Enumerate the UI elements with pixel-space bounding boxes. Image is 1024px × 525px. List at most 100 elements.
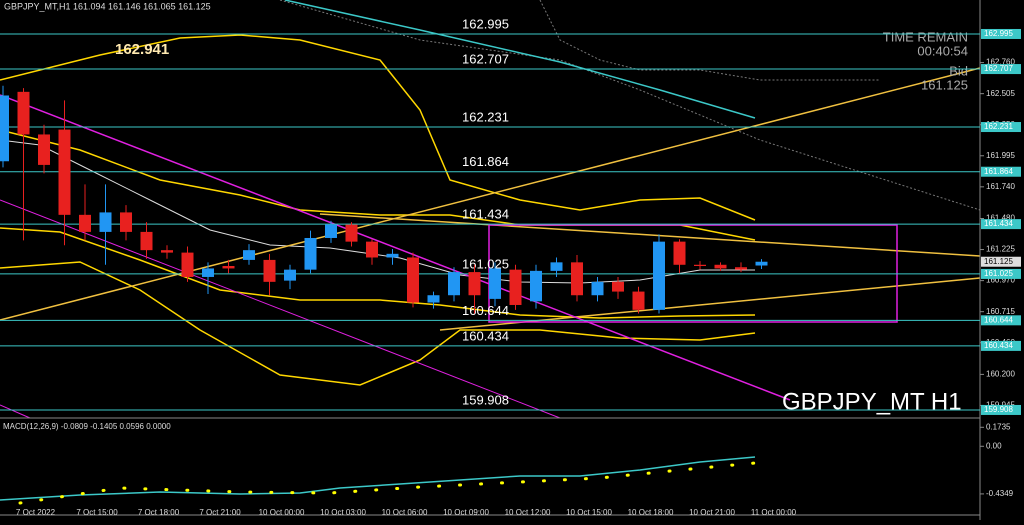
- candle-body: [140, 231, 153, 251]
- candle-body: [755, 261, 768, 266]
- x-tick-label: 7 Oct 21:00: [199, 508, 241, 517]
- y-tick-label: 160.715: [986, 307, 1015, 316]
- candle-body: [366, 241, 378, 258]
- level-tag-label: 161.025: [984, 269, 1013, 278]
- level-tag-label: 162.707: [984, 64, 1013, 73]
- candle-body: [0, 95, 9, 162]
- channel-line: [0, 94, 791, 401]
- candle-body: [120, 212, 132, 232]
- candle-body: [468, 272, 481, 296]
- bid-tag: [981, 256, 1021, 267]
- candle-body: [550, 262, 563, 271]
- moving-average-fast: [0, 139, 755, 284]
- candle-body: [653, 241, 665, 310]
- trendline: [0, 67, 981, 321]
- band-upper: [0, 34, 756, 221]
- y-tick-label: 162.505: [986, 89, 1015, 98]
- time-remain-label: TIME REMAIN: [883, 29, 968, 44]
- candle-body: [161, 250, 173, 253]
- x-tick-label: 10 Oct 00:00: [259, 508, 305, 517]
- level-tag: [981, 340, 1021, 351]
- level-label: 162.231: [462, 109, 509, 124]
- candle-body: [79, 214, 91, 232]
- cloud-line: [539, 0, 880, 81]
- level-label: 160.434: [462, 328, 509, 343]
- level-tag-label: 160.434: [984, 341, 1013, 350]
- level-label: 161.025: [462, 256, 509, 271]
- macd-title: MACD(12,26,9) -0.0809 -0.1405 0.0596 0.0…: [3, 422, 171, 431]
- annotation: 162.941: [115, 41, 169, 58]
- candle-body: [612, 281, 624, 292]
- level-tag-label: 159.908: [984, 405, 1013, 414]
- candle-body: [17, 91, 30, 135]
- chart-title: GBPJPY_MT,H1 161.094 161.146 161.065 161…: [4, 1, 211, 11]
- level-tag-label: 162.231: [984, 122, 1013, 131]
- x-tick-label: 7 Oct 15:00: [76, 508, 118, 517]
- candle-body: [591, 281, 604, 296]
- candle-body: [304, 237, 317, 270]
- y-tick-label: 161.225: [986, 245, 1015, 254]
- x-tick-label: 10 Oct 18:00: [628, 508, 674, 517]
- macd-line: [0, 456, 756, 501]
- x-tick-label: 10 Oct 06:00: [382, 508, 428, 517]
- level-tag-label: 161.434: [984, 219, 1013, 228]
- channel-line: [0, 404, 31, 419]
- macd-plot: [0, 456, 757, 505]
- candle-body: [222, 266, 235, 269]
- macd-tick-label: 0.00: [986, 441, 1002, 450]
- y-tick-label: 160.200: [986, 370, 1015, 379]
- x-tick-label: 7 Oct 2022: [16, 508, 56, 517]
- level-label: 162.995: [462, 16, 509, 31]
- candle-body: [243, 250, 255, 260]
- level-tag-label: 160.644: [984, 315, 1013, 324]
- band-lower: [0, 227, 756, 319]
- level-label: 160.644: [462, 303, 509, 318]
- level-tag: [981, 28, 1021, 39]
- moving-average: [284, 0, 756, 119]
- watermark: GBPJPY_MT H1: [782, 388, 962, 415]
- candle-body: [714, 264, 727, 269]
- bid: 161.125: [921, 77, 968, 92]
- candle-body: [38, 134, 50, 165]
- candle-body: [58, 129, 71, 215]
- level-tag: [981, 268, 1021, 279]
- x-tick-label: 10 Oct 21:00: [689, 508, 735, 517]
- level-label: 162.707: [462, 51, 509, 66]
- candle-body: [694, 264, 706, 266]
- x-tick-label: 10 Oct 09:00: [443, 508, 489, 517]
- channel-line: [0, 199, 561, 419]
- candle-body: [99, 212, 112, 232]
- candle-body: [325, 224, 337, 238]
- candle-body: [181, 252, 194, 277]
- y-tick-label: 160.970: [986, 276, 1015, 285]
- candle-body: [407, 257, 419, 303]
- candle-body: [427, 295, 440, 303]
- cloud-line: [279, 0, 981, 211]
- candle-body: [284, 269, 296, 281]
- candle-body: [345, 224, 358, 242]
- level-label: 159.908: [462, 392, 509, 407]
- candle-body: [263, 259, 276, 282]
- y-tick-label: 161.480: [986, 214, 1015, 223]
- bid-label: Bid: [949, 63, 968, 78]
- level-tag: [981, 404, 1021, 415]
- y-tick-label: 162.760: [986, 58, 1015, 67]
- level-tag-label: 161.864: [984, 167, 1013, 176]
- level-label: 161.434: [462, 207, 509, 222]
- x-tick-label: 11 Oct 00:00: [751, 508, 797, 517]
- level-tag: [981, 122, 1021, 133]
- trendline: [319, 213, 981, 257]
- candle-body: [673, 241, 686, 265]
- level-tag: [981, 166, 1021, 177]
- y-tick-label: 161.740: [986, 182, 1015, 191]
- candle-body: [489, 268, 501, 299]
- candle-body: [571, 262, 583, 296]
- x-tick-label: 10 Oct 12:00: [505, 508, 551, 517]
- candle-body: [530, 270, 542, 302]
- candle-body: [202, 268, 214, 277]
- y-tick-label: 161.995: [986, 151, 1015, 160]
- level-tag: [981, 219, 1021, 230]
- candle-body: [509, 269, 522, 305]
